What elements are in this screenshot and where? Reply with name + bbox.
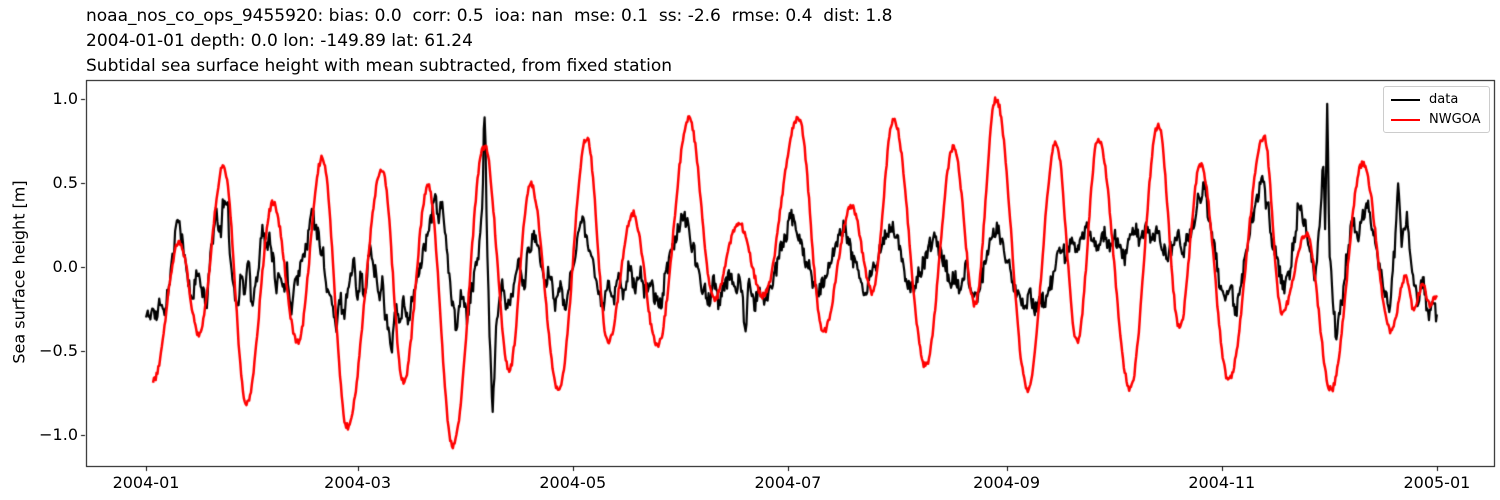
legend-entry: data <box>1391 92 1482 107</box>
y-tick-label: 0.0 <box>52 257 78 276</box>
legend-entry: NWGOA <box>1391 112 1482 127</box>
y-tick-label: 1.0 <box>52 89 78 108</box>
legend: data NWGOA <box>1383 86 1490 133</box>
plot-title-location-line: 2004-01-01 depth: 0.0 lon: -149.89 lat: … <box>86 31 473 51</box>
x-tick-label: 2004-05 <box>539 473 607 492</box>
legend-line-sample <box>1391 98 1420 101</box>
x-tick-label: 2005-01 <box>1403 473 1471 492</box>
legend-label: data <box>1429 92 1459 107</box>
x-tick-label: 2004-11 <box>1188 473 1256 492</box>
plot-title-stats-line: noaa_nos_co_ops_9455920: bias: 0.0 corr:… <box>86 6 893 26</box>
legend-line-sample <box>1391 118 1420 121</box>
x-tick-label: 2004-09 <box>973 473 1041 492</box>
x-tick-label: 2004-01 <box>112 473 180 492</box>
x-tick-label: 2004-07 <box>754 473 822 492</box>
y-tick-label: 0.5 <box>52 173 78 192</box>
y-tick-label: −1.0 <box>39 425 78 444</box>
plot-title-description-line: Subtidal sea surface height with mean su… <box>86 56 673 76</box>
y-tick-label: −0.5 <box>39 341 78 360</box>
legend-label: NWGOA <box>1429 112 1481 127</box>
x-tick-label: 2004-03 <box>324 473 392 492</box>
